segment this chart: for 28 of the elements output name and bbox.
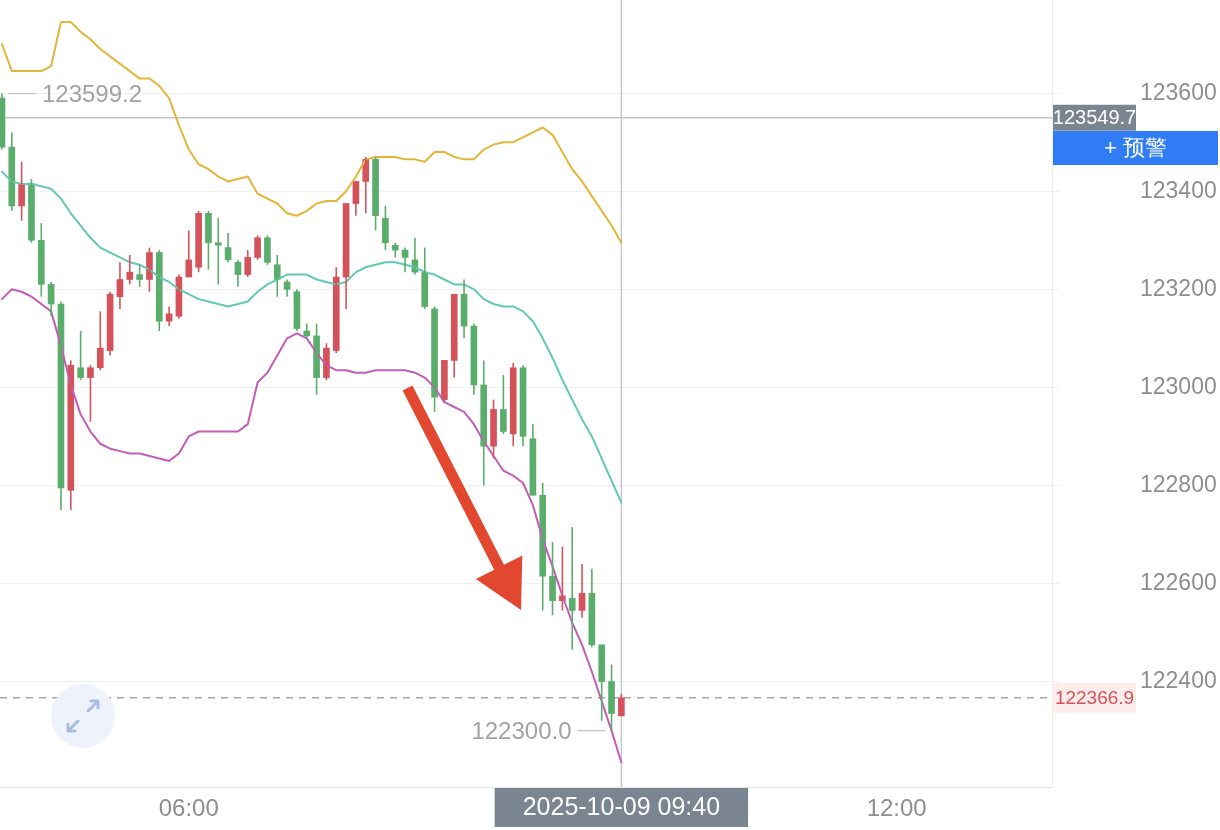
candlestick — [205, 210, 212, 271]
y-tick-label: 123400 — [1140, 176, 1217, 203]
alert-button-label: + 预警 — [1104, 134, 1167, 161]
y-tick-label: 123000 — [1140, 372, 1217, 399]
candlestick — [608, 663, 615, 732]
ref-line-label: 122366.9 — [1054, 687, 1135, 709]
y-tick-label: 122600 — [1140, 568, 1217, 595]
annotation: 122300.0 — [471, 717, 572, 745]
candlestick — [490, 398, 497, 460]
candlestick — [372, 156, 379, 232]
y-tick-label: 122800 — [1140, 470, 1217, 497]
candlestick — [618, 693, 625, 717]
ref-line-label: 123549.7 — [1052, 106, 1137, 129]
candlestick — [136, 263, 143, 288]
candlestick — [254, 234, 261, 261]
x-tick-label: 06:00 — [158, 794, 219, 822]
annotation: 123599.2 — [41, 80, 143, 108]
candlestick — [264, 234, 271, 266]
candlestick — [87, 364, 94, 423]
candlestick — [77, 330, 84, 381]
ref-line-label: 2025-10-09 09:40 — [522, 792, 721, 821]
y-tick-label: 123200 — [1140, 274, 1217, 301]
candlestick — [214, 217, 222, 286]
candlestick — [195, 210, 202, 273]
x-tick-label: 12:00 — [866, 794, 927, 822]
y-tick-label: 122400 — [1140, 666, 1217, 693]
y-tick-label: 123600 — [1140, 78, 1217, 105]
candlestick — [500, 374, 507, 435]
